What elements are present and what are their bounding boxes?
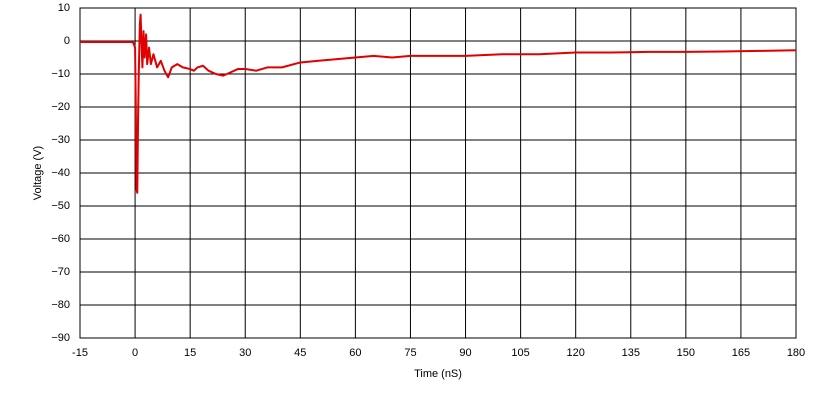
y-tick-label: −50: [51, 200, 70, 212]
y-tick-label: −40: [51, 167, 70, 179]
y-axis-label: Voltage (V): [32, 146, 44, 200]
y-tick-label: −30: [51, 134, 70, 146]
x-tick-label: 105: [511, 347, 529, 359]
y-tick-label: −10: [51, 68, 70, 80]
y-tick-label: 0: [64, 35, 70, 47]
x-tick-label: 120: [567, 347, 585, 359]
y-tick-label: −20: [51, 101, 70, 113]
y-tick-label: −60: [51, 233, 70, 245]
y-tick-label: −90: [51, 332, 70, 344]
x-tick-label: 30: [239, 347, 251, 359]
data-line: [80, 13, 797, 194]
x-tick-label: 135: [622, 347, 640, 359]
x-tick-label: 60: [349, 347, 361, 359]
x-tick-label: 165: [732, 347, 750, 359]
x-tick-label: 15: [184, 347, 196, 359]
x-tick-label: 180: [787, 347, 805, 359]
y-tick-label: 10: [58, 2, 70, 14]
x-tick-label: 45: [294, 347, 306, 359]
x-tick-label: 90: [459, 347, 471, 359]
y-tick-label: −70: [51, 266, 70, 278]
y-tick-label: −80: [51, 299, 70, 311]
x-tick-label: 150: [677, 347, 695, 359]
x-tick-label: 75: [404, 347, 416, 359]
x-tick-label: -15: [72, 347, 88, 359]
x-axis-label: Time (nS): [414, 368, 462, 380]
x-tick-label: 0: [132, 347, 138, 359]
